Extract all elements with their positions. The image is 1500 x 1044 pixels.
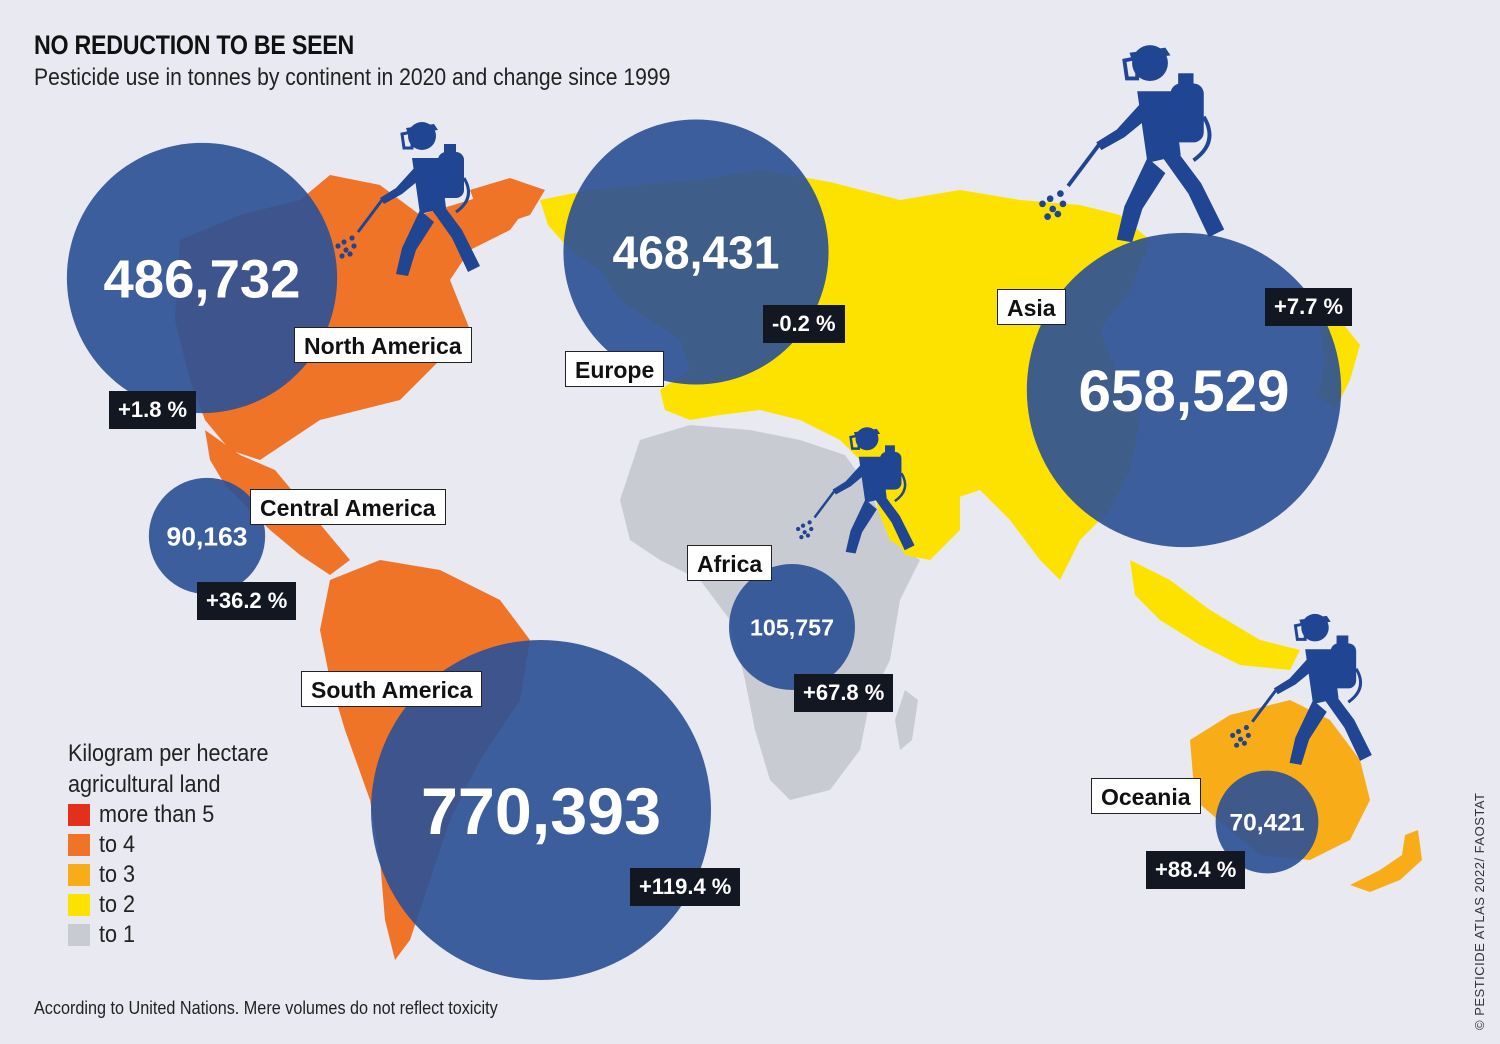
greenland-landmass xyxy=(470,178,545,225)
bubble-asia xyxy=(1026,232,1342,548)
label-south-america: South America xyxy=(301,671,483,707)
tonnes-value-south-america: 770,393 xyxy=(421,774,661,848)
label-north-america: North America xyxy=(294,327,472,363)
legend-label: to 3 xyxy=(99,861,136,888)
legend-item: to 3 xyxy=(68,860,308,890)
legend-item: to 4 xyxy=(68,830,308,860)
bubble-europe xyxy=(563,119,829,385)
legend: Kilogram per hectare agricultural land m… xyxy=(68,738,308,950)
tonnes-value-oceania: 70,421 xyxy=(1230,810,1305,837)
bubble-central-america xyxy=(148,477,266,595)
legend-item: to 2 xyxy=(68,890,308,920)
legend-items: more than 5 to 4 to 3 to 2 to 1 xyxy=(68,800,308,950)
label-africa: Africa xyxy=(687,545,773,581)
legend-swatch xyxy=(68,894,90,916)
bubble-oceania xyxy=(1215,770,1319,874)
legend-swatch xyxy=(68,864,90,886)
change-badge-asia: +7.7 % xyxy=(1265,288,1353,326)
sprayer-figure-icon xyxy=(1039,45,1225,243)
change-badge-south-america: +119.4 % xyxy=(630,868,741,906)
change-badge-oceania: +88.4 % xyxy=(1146,851,1246,889)
change-badge-central-america: +36.2 % xyxy=(197,582,297,620)
change-badge-africa: +67.8 % xyxy=(794,674,894,712)
legend-label: to 2 xyxy=(99,891,136,918)
tonnes-value-north-america: 486,732 xyxy=(104,249,301,309)
legend-swatch xyxy=(68,924,90,946)
legend-label: to 1 xyxy=(99,921,136,948)
legend-item: to 1 xyxy=(68,920,308,950)
tonnes-value-africa: 105,757 xyxy=(750,614,834,640)
sprayer-figure-icon xyxy=(335,122,480,276)
change-badge-north-america: +1.8 % xyxy=(109,391,197,429)
chart-subtitle: Pesticide use in tonnes by continent in … xyxy=(34,64,671,91)
bubble-north-america xyxy=(66,142,338,414)
bubble-africa xyxy=(729,564,855,690)
southeast-asia-islands xyxy=(1130,560,1300,670)
legend-swatch xyxy=(68,834,90,856)
sprayer-figure-icon xyxy=(795,427,915,554)
label-oceania: Oceania xyxy=(1091,778,1201,814)
new-zealand-landmass xyxy=(1350,830,1422,892)
tonnes-value-central-america: 90,163 xyxy=(167,521,248,551)
madagascar-landmass xyxy=(895,690,918,750)
footnote: According to United Nations. Mere volume… xyxy=(34,998,498,1018)
label-asia: Asia xyxy=(997,289,1066,325)
sprayer-figure-icon xyxy=(1230,613,1372,765)
label-europe: Europe xyxy=(565,351,665,387)
legend-label: to 4 xyxy=(99,831,136,858)
tonnes-value-asia: 658,529 xyxy=(1079,359,1290,424)
chart-title: NO REDUCTION TO BE SEEN xyxy=(34,30,355,60)
label-central-america: Central America xyxy=(250,489,446,525)
legend-title: Kilogram per hectare agricultural land xyxy=(68,740,269,798)
bubble-south-america xyxy=(371,640,711,980)
tonnes-value-europe: 468,431 xyxy=(613,227,780,279)
legend-label: more than 5 xyxy=(99,801,215,828)
legend-swatch xyxy=(68,804,90,826)
source-credit: © PESTICIDE ATLAS 2022/ FAOSTAT xyxy=(1472,792,1487,1030)
change-badge-europe: -0.2 % xyxy=(763,305,845,343)
legend-item: more than 5 xyxy=(68,800,308,830)
